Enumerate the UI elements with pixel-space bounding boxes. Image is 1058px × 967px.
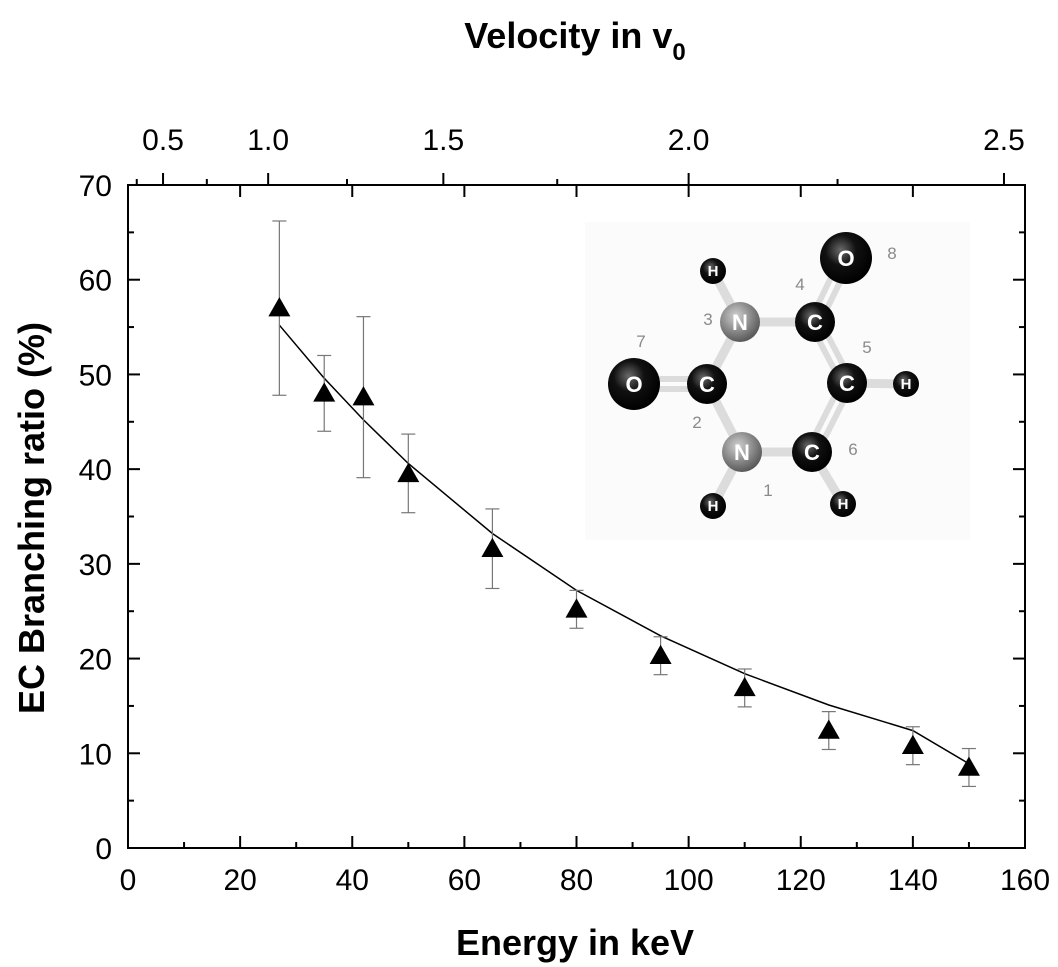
atom-element-label: C bbox=[839, 371, 855, 396]
atom-element-label: O bbox=[625, 372, 642, 397]
atom-position-number: 5 bbox=[862, 338, 871, 357]
molecule-atom: N bbox=[722, 432, 762, 472]
top-tick-label: 0.5 bbox=[142, 124, 184, 157]
hydrogen-atom: H bbox=[830, 491, 856, 517]
atom-sphere bbox=[722, 432, 762, 472]
x-tick-label: 120 bbox=[776, 864, 826, 897]
top-axis-title: Velocity in v0 bbox=[464, 15, 685, 66]
data-point-triangle bbox=[397, 462, 420, 483]
top-tick-label: 2.5 bbox=[983, 124, 1025, 157]
data-point-triangle bbox=[565, 598, 588, 618]
atom-sphere bbox=[608, 358, 660, 410]
y-tick-label: 10 bbox=[79, 738, 112, 771]
data-point-triangle bbox=[733, 676, 756, 697]
data-point-triangle bbox=[313, 382, 336, 402]
top-tick-label: 1.0 bbox=[247, 124, 289, 157]
atom-sphere bbox=[700, 493, 726, 519]
atom-sphere bbox=[687, 364, 727, 404]
y-tick-label: 70 bbox=[79, 170, 112, 203]
atom-sphere bbox=[827, 363, 867, 403]
top-tick-label: 1.5 bbox=[422, 124, 464, 157]
molecule-atom: C bbox=[792, 432, 832, 472]
molecule-atom: O bbox=[820, 232, 872, 284]
x-axis: 0 20 40 60 80 100 120 140 160 bbox=[120, 185, 1050, 897]
data-point-triangle bbox=[649, 644, 672, 664]
atom-element-label: N bbox=[732, 310, 748, 335]
atom-element-label: H bbox=[708, 263, 719, 280]
x-tick-label: 160 bbox=[1000, 864, 1050, 897]
atom-element-label: C bbox=[699, 372, 715, 397]
atom-position-number: 3 bbox=[703, 310, 712, 329]
atom-position-number: 1 bbox=[763, 481, 772, 500]
x-tick-label: 100 bbox=[664, 864, 714, 897]
x-tick-label: 60 bbox=[448, 864, 481, 897]
hydrogen-atom: H bbox=[893, 371, 919, 397]
molecule-atom: C bbox=[795, 302, 835, 342]
x-tick-label: 20 bbox=[223, 864, 256, 897]
atom-sphere bbox=[795, 302, 835, 342]
data-point-triangle bbox=[957, 756, 980, 776]
atom-element-label: N bbox=[734, 440, 750, 465]
molecule-atom: C bbox=[827, 363, 867, 403]
y-tick-label: 40 bbox=[79, 454, 112, 487]
atom-position-number: 8 bbox=[887, 244, 896, 263]
y-axis-title: EC Branching ratio (%) bbox=[11, 322, 52, 714]
atom-position-number: 6 bbox=[848, 440, 857, 459]
atom-element-label: H bbox=[901, 376, 912, 393]
data-point-triangle bbox=[352, 386, 375, 406]
data-point-triangle bbox=[817, 719, 840, 739]
atom-element-label: C bbox=[807, 310, 823, 335]
y-tick-label: 60 bbox=[79, 265, 112, 298]
x-tick-label: 80 bbox=[560, 864, 593, 897]
atom-sphere bbox=[893, 371, 919, 397]
top-tick-label: 2.0 bbox=[668, 124, 710, 157]
y-tick-label: 20 bbox=[79, 644, 112, 677]
data-point-triangle bbox=[901, 734, 924, 754]
atom-element-label: H bbox=[838, 496, 849, 513]
top-axis: 0.5 1.0 1.5 2.0 2.5 bbox=[135, 124, 1025, 185]
data-markers-layer bbox=[268, 297, 980, 776]
data-point-triangle bbox=[268, 297, 291, 317]
atom-element-label: C bbox=[804, 440, 820, 465]
atom-sphere bbox=[792, 432, 832, 472]
atom-position-number: 2 bbox=[692, 413, 701, 432]
data-point-triangle bbox=[481, 537, 504, 557]
svg-text:Velocity in v0: Velocity in v0 bbox=[464, 15, 685, 66]
atom-position-number: 7 bbox=[636, 332, 645, 351]
y-axis: 0 10 20 30 40 50 60 70 bbox=[79, 170, 1025, 866]
molecule-atom: N bbox=[720, 302, 760, 342]
x-axis-title: Energy in keV bbox=[456, 922, 694, 963]
x-tick-label: 40 bbox=[336, 864, 369, 897]
atom-sphere bbox=[720, 302, 760, 342]
molecule-atom: C bbox=[687, 364, 727, 404]
atom-position-number: 4 bbox=[795, 275, 804, 294]
y-tick-label: 0 bbox=[95, 833, 112, 866]
atom-sphere bbox=[700, 258, 726, 284]
y-tick-label: 30 bbox=[79, 549, 112, 582]
top-axis-title-subscript: 0 bbox=[672, 39, 685, 66]
hydrogen-atom: H bbox=[700, 493, 726, 519]
atom-sphere bbox=[830, 491, 856, 517]
atom-element-label: H bbox=[708, 498, 719, 515]
molecule-atom: O bbox=[608, 358, 660, 410]
atom-element-label: O bbox=[837, 246, 854, 271]
hydrogen-atom: H bbox=[700, 258, 726, 284]
x-tick-label: 0 bbox=[120, 864, 137, 897]
y-tick-label: 50 bbox=[79, 359, 112, 392]
x-tick-label: 140 bbox=[888, 864, 938, 897]
atom-sphere bbox=[820, 232, 872, 284]
